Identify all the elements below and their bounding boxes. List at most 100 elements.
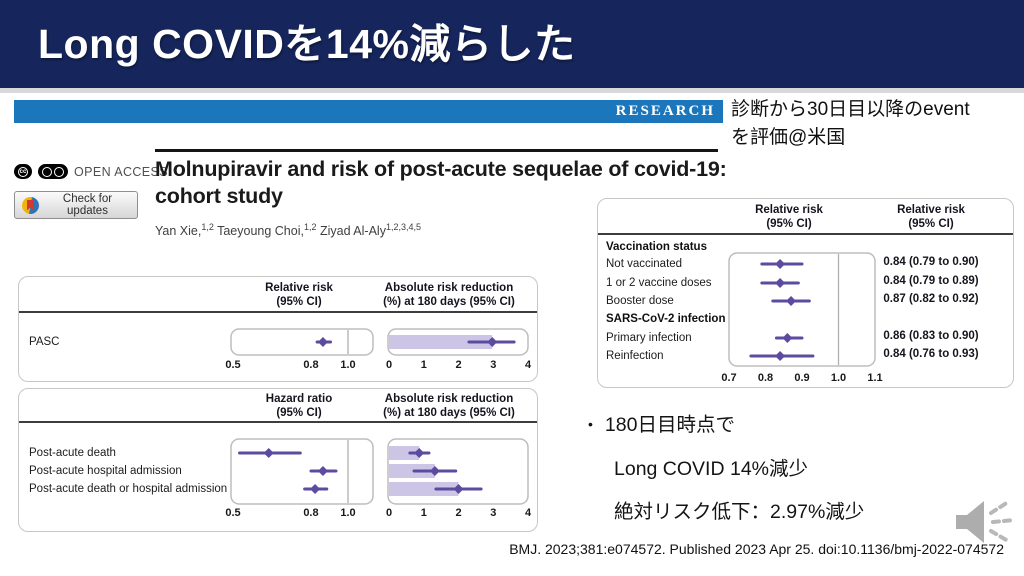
plot-area	[231, 329, 373, 355]
point-estimate-marker	[782, 333, 793, 343]
plot-area	[729, 253, 875, 366]
bullet-marker: •	[588, 416, 593, 432]
axis-tick-label: 1.0	[830, 372, 847, 384]
citation: BMJ. 2023;381:e074572. Published 2023 Ap…	[509, 541, 1004, 557]
row-label: Not vaccinated	[606, 258, 683, 270]
column-header: Relative risk (95% CI)	[755, 204, 823, 230]
axis-tick-label: 0.8	[303, 359, 319, 371]
axis-tick-label: 0.5	[225, 359, 241, 371]
axis-tick-label: 4	[524, 507, 532, 519]
axis-tick-label: 0	[385, 507, 393, 519]
row-label: Post-acute death or hospital admission	[29, 483, 228, 495]
point-estimate-marker	[310, 484, 321, 494]
slide-title: Long COVIDを14%減らした	[38, 21, 576, 67]
point-estimate-marker	[317, 466, 328, 476]
effect-estimate-value: 0.84 (0.76 to 0.93)	[883, 348, 979, 360]
effect-estimate-value: 0.84 (0.79 to 0.90)	[883, 256, 979, 268]
annotation-note: 診断から30日目以降のevent を評価@米国	[731, 96, 1021, 152]
column-header: Hazard ratio (95% CI)	[265, 393, 333, 419]
bullet-line-2: Long COVID 14%減少	[614, 458, 809, 480]
research-banner-label: RESEARCH	[615, 103, 715, 119]
axis-tick-label: 0	[385, 359, 393, 371]
row-label: 1 or 2 vaccine doses	[606, 277, 712, 289]
axis-tick-label: 1	[420, 507, 427, 519]
point-estimate-marker	[775, 259, 786, 269]
column-header: Absolute risk reduction (%) at 180 days (…	[383, 282, 515, 308]
row-label: Booster dose	[606, 295, 674, 307]
row-label: SARS-CoV-2 infection	[606, 313, 726, 325]
header-separator	[19, 421, 537, 423]
axis-tick-label: 0.8	[303, 507, 319, 519]
row-label: Vaccination status	[606, 241, 707, 253]
axis-tick-label: 1.0	[340, 359, 356, 371]
bullet-line-1-text: 180日目時点で	[604, 414, 735, 436]
open-access-badge: cc OPEN ACCESS	[14, 164, 168, 179]
axis-tick-label: 2	[455, 359, 462, 371]
effect-estimate-value: 0.86 (0.83 to 0.90)	[883, 330, 979, 342]
plot-area	[388, 329, 528, 355]
plot-frame	[387, 328, 529, 356]
pasc-forest-panel: Relative risk (95% CI) Absolute risk reduc…	[18, 276, 538, 382]
cc-by-icon	[42, 166, 52, 177]
arr-bar	[389, 464, 435, 478]
paper-authors: Yan Xie,1,2 Taeyoung Choi,1,2 Ziyad Al-A…	[155, 222, 421, 239]
plot-area	[388, 439, 528, 504]
effect-estimate-value: 0.87 (0.82 to 0.92)	[883, 293, 979, 305]
bullet-line-1: • 180日目時点で	[588, 408, 735, 437]
subgroups-forest-panel: Relative risk (95% CI) Relative risk (95% C…	[597, 198, 1014, 388]
axis-tick-label: 1.0	[340, 507, 356, 519]
speaker-body	[956, 501, 984, 543]
point-estimate-marker	[263, 448, 274, 458]
arr-bar	[389, 335, 493, 349]
cc-nc-icon	[54, 166, 64, 177]
crossmark-icon	[22, 196, 39, 214]
column-header: Relative risk (95% CI)	[897, 204, 965, 230]
plot-frame	[230, 438, 374, 505]
bullet-line-3: 絶対リスク低下：2.97%減少	[614, 501, 865, 523]
slide-title-bar: Long COVIDを14%減らした	[0, 0, 1024, 88]
column-header: Relative risk (95% CI)	[265, 282, 333, 308]
axis-tick-label: 0.5	[225, 507, 241, 519]
check-for-updates-label: Check for updates	[62, 193, 113, 217]
annotation-line1: 診断から30日目以降のevent	[731, 99, 970, 120]
row-label: Primary infection	[606, 332, 692, 344]
column-header: Absolute risk reduction (%) at 180 days (…	[383, 393, 515, 419]
axis-tick-label: 3	[490, 359, 497, 371]
axis-tick-label: 1.1	[867, 372, 883, 384]
arr-bar	[389, 446, 420, 460]
check-for-updates-button[interactable]: Check for updates	[14, 191, 138, 219]
effect-estimate-value: 0.84 (0.79 to 0.89)	[883, 275, 979, 287]
open-access-label: OPEN ACCESS	[74, 164, 169, 179]
plot-area	[231, 439, 373, 504]
axis-tick-label: 0.8	[757, 372, 774, 384]
arr-bar	[389, 482, 459, 496]
point-estimate-marker	[775, 278, 786, 288]
cc-icon: cc	[18, 166, 28, 177]
annotation-line2: を評価@米国	[731, 127, 846, 148]
axis-tick-label: 3	[490, 507, 497, 519]
author-affiliation-sup: 1,2	[201, 222, 214, 232]
axis-tick-label: 0.9	[794, 372, 810, 384]
plot-frame	[230, 328, 374, 356]
axis-tick-label: 0.7	[721, 372, 737, 384]
title-underline	[0, 88, 1024, 93]
point-estimate-marker	[487, 337, 498, 347]
point-estimate-marker	[317, 337, 328, 347]
axis-tick-label: 4	[524, 359, 532, 371]
row-label: Post-acute hospital admission	[29, 465, 182, 477]
masthead-rule	[155, 149, 718, 152]
point-estimate-marker	[453, 484, 464, 494]
speaker-icon[interactable]	[946, 494, 1018, 550]
speaker-waves	[989, 500, 1016, 543]
outcomes-forest-panel: Hazard ratio (95% CI) Absolute risk reduct…	[18, 388, 538, 532]
plot-frame	[387, 438, 529, 505]
header-separator	[19, 311, 537, 313]
point-estimate-marker	[775, 351, 786, 361]
author-affiliation-sup: 1,2	[303, 222, 317, 232]
point-estimate-marker	[414, 448, 425, 458]
paper-title: Molnupiravir and risk of post-acute sequ…	[155, 157, 727, 208]
axis-tick-label: 2	[455, 507, 462, 519]
row-label: Post-acute death	[29, 447, 116, 459]
point-estimate-marker	[429, 466, 440, 476]
